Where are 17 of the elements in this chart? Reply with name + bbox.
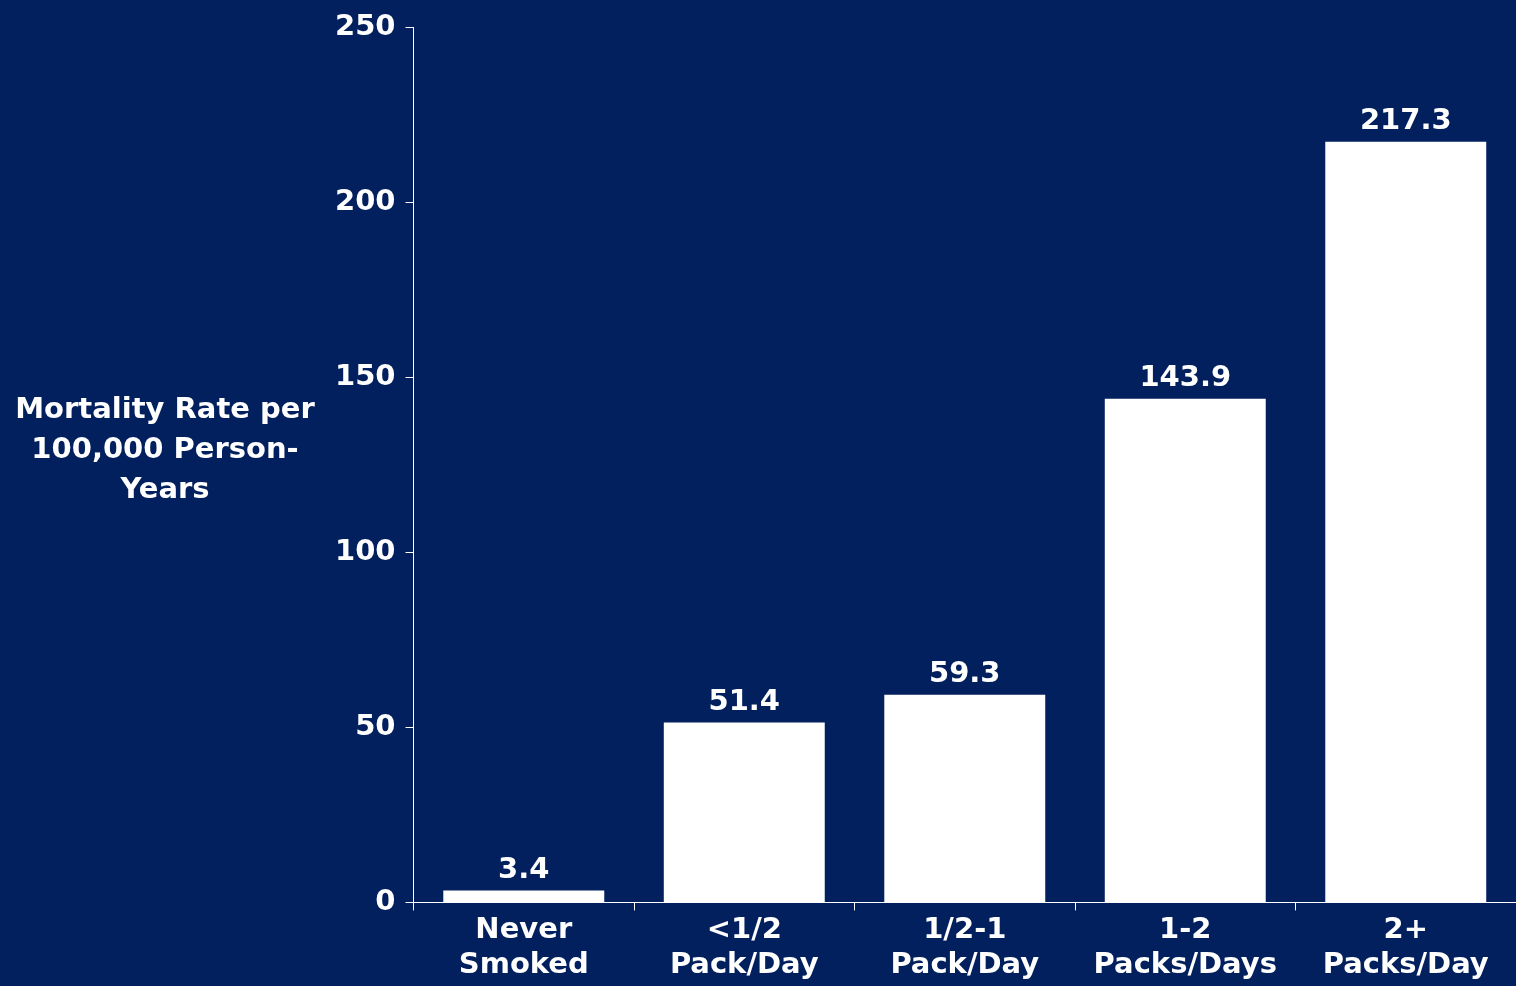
data-label: 143.9 bbox=[1139, 358, 1232, 393]
x-tick-label: <1/2 Pack/Day bbox=[669, 911, 819, 981]
data-label: 3.4 bbox=[498, 850, 550, 885]
y-tick-label: 50 bbox=[355, 707, 396, 742]
y-tick-label: 0 bbox=[375, 882, 396, 917]
y-axis-title: Mortality Rate per 100,000 Person-Years bbox=[14, 390, 316, 507]
data-label: 59.3 bbox=[928, 654, 1001, 689]
y-tick-label: 250 bbox=[334, 7, 396, 42]
data-label: 51.4 bbox=[708, 682, 781, 717]
y-tick-label: 200 bbox=[334, 182, 396, 217]
data-label: 217.3 bbox=[1359, 101, 1452, 136]
x-tick-label: 1-2 Packs/Days bbox=[1093, 911, 1277, 981]
y-tick-label: 150 bbox=[334, 357, 396, 392]
x-tick-label: 2+ Packs/Day bbox=[1322, 911, 1489, 981]
y-tick-label: 100 bbox=[334, 532, 396, 567]
x-tick-label: 1/2-1 Pack/Day bbox=[890, 911, 1040, 981]
x-tick-label: Never Smoked bbox=[458, 911, 589, 981]
